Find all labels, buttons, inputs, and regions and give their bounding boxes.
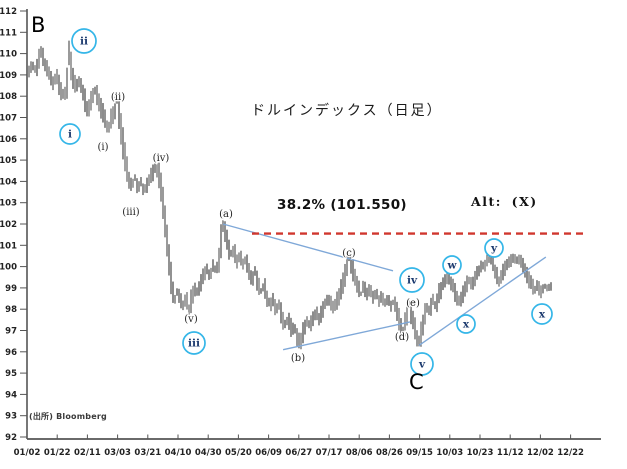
wave-label: (iv) [153, 153, 170, 164]
y-tick-label: 110 [0, 50, 17, 60]
wave-label: (ii) [111, 92, 125, 103]
wave-label: (v) [184, 314, 198, 325]
trendlines [222, 223, 547, 351]
wave-circle-label: x [463, 319, 470, 331]
y-tick-label: 107 [0, 114, 17, 124]
x-tick-label: 08/26 [376, 448, 403, 458]
x-tick-label: 10/23 [467, 448, 494, 458]
chart-title: ドルインデックス（日足） [251, 103, 443, 119]
wave-circle-iv [399, 267, 425, 293]
wave-circle-label: v [418, 359, 426, 371]
wave-circle-w [442, 255, 462, 275]
wave-label: (iii) [122, 207, 139, 218]
wave-circle-label: i [68, 129, 72, 141]
y-tick-label: 102 [0, 220, 17, 230]
y-tick-label: 105 [0, 156, 17, 166]
x-tick-label: 06/27 [285, 448, 312, 458]
x-tick-label: 07/17 [316, 448, 343, 458]
wave-circle-i [59, 123, 81, 145]
x-tick-label: 11/12 [497, 448, 524, 458]
x-tick-label: 12/22 [557, 448, 584, 458]
wave-circle-x [531, 303, 553, 325]
y-tick-label: 100 [0, 263, 17, 273]
y-tick-label: 94 [5, 390, 17, 400]
wave-circle-label: w [446, 260, 457, 272]
wave-label: (e) [406, 298, 420, 309]
x-tick-label: 04/10 [165, 448, 192, 458]
wave-c-label: C [409, 370, 424, 394]
y-tick-label: 111 [0, 28, 17, 38]
y-tick-label: 98 [5, 305, 17, 315]
y-axis: 92 93 94 95 96 97 98 99 100 101 102 103 104 105 106 107… [0, 7, 27, 443]
y-tick-label: 108 [0, 92, 17, 102]
x-tick-label: 04/30 [195, 448, 222, 458]
wave-label: (b) [291, 353, 305, 364]
wave-circle-v [410, 352, 434, 376]
alt-scenario-label: Alt: (X) [471, 194, 538, 209]
wave-circle-label: ii [80, 36, 88, 48]
y-tick-label: 95 [5, 369, 17, 379]
x-tick-label: 03/03 [104, 448, 131, 458]
wave-b-label: B [31, 13, 46, 37]
x-tick-label: 10/03 [436, 448, 463, 458]
wave-degree-labels: (i) (ii) (iii) (iv) (v) (a) (b) (c) (d) (e) [96, 91, 421, 366]
x-tick-label: 05/20 [225, 448, 252, 458]
x-tick-label: 06/09 [255, 448, 282, 458]
x-tick-label: 03/21 [134, 448, 161, 458]
triangle-lower-line [282, 321, 411, 351]
y-tick-label: 109 [0, 71, 17, 81]
y-tick-label: 104 [0, 177, 17, 187]
wave-circle-x [456, 314, 476, 334]
y-tick-label: 99 [5, 284, 17, 294]
wave-circle-label: iv [407, 275, 418, 287]
x-tick-label: 12/02 [527, 448, 554, 458]
y-tick-label: 93 [5, 412, 17, 422]
y-tick-label: 106 [0, 135, 17, 145]
y-tick-label: 112 [0, 7, 17, 17]
x-tick-label: 08/06 [346, 448, 373, 458]
wave-circle-y [484, 238, 504, 258]
x-tick-label: 09/15 [406, 448, 433, 458]
rising-support-line [418, 256, 547, 346]
triangle-upper-line [222, 223, 394, 272]
y-tick-label: 101 [0, 241, 17, 251]
y-tick-label: 96 [5, 348, 17, 358]
x-tick-label: 01/02 [14, 448, 41, 458]
y-tick-label: 92 [5, 433, 17, 443]
wave-circle-ii [71, 28, 97, 54]
wave-circle-label: y [490, 243, 498, 255]
wave-label: (d) [395, 332, 409, 343]
x-axis: 01/02 01/22 02/11 03/03 03/21 04/10 04/30 05/20… [14, 434, 584, 458]
fib-retracement-label: 38.2% (101.550) [277, 197, 407, 213]
wave-label: (c) [342, 248, 356, 259]
wave-label: (i) [97, 142, 108, 153]
x-tick-label: 01/22 [44, 448, 71, 458]
y-tick-label: 97 [5, 327, 17, 337]
wave-circle-iii [182, 331, 206, 355]
wave-circle-label: iii [188, 338, 200, 350]
source-attribution: (出所) Bloomberg [29, 412, 107, 421]
y-tick-label: 103 [0, 199, 17, 209]
wave-label: (a) [219, 209, 233, 220]
x-tick-label: 02/11 [74, 448, 101, 458]
axes [26, 9, 601, 440]
wave-circle-label: x [539, 309, 546, 321]
